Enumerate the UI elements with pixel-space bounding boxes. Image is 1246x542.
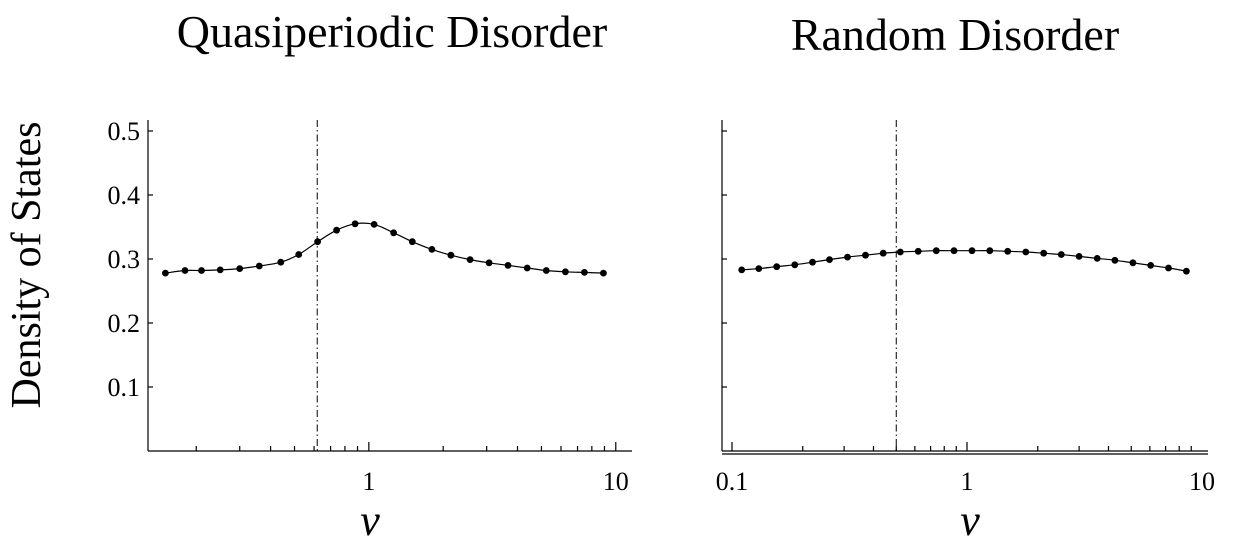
data-point [1093,255,1101,262]
data-point [408,238,416,246]
y-tick-label: 0.2 [108,309,141,338]
data-point [1111,256,1119,264]
data-point [914,247,922,255]
data-point [932,247,940,255]
data-point [236,265,244,272]
data-point [333,226,340,234]
x-tick-label: 10 [603,467,629,496]
series-line [741,250,1187,272]
data-point [255,262,263,270]
data-point [879,249,887,257]
chart-panel-random: Random Disorder 0.1 1 10 v [716,9,1215,542]
data-point [950,247,958,255]
data-point [1165,264,1172,272]
x-axis-label: v [360,496,380,542]
x-tick-label: 1 [362,467,375,496]
series-line [165,222,604,274]
data-point [314,238,321,246]
data-point [351,220,359,228]
data-point [581,269,588,276]
data-point [809,258,816,266]
data-point [562,268,569,276]
chart-title: Quasiperiodic Disorder [177,6,608,57]
x-tick-label: 0.1 [716,467,749,496]
data-point [1040,249,1048,257]
chart-panel-quasiperiodic: Quasiperiodic Disorder 0.1 0.2 0.3 0.4 0.5 1 10… [108,6,632,542]
data-point [523,264,531,272]
x-tick-label: 10 [1189,467,1215,496]
y-tick-label: 0.5 [108,117,141,146]
data-point [295,251,303,258]
data-point [447,251,455,259]
data-point [504,262,512,269]
data-point [1004,247,1012,255]
data-point [542,267,550,274]
data-point [791,261,799,269]
y-tick-label: 0.3 [108,245,141,274]
data-point [216,266,224,274]
data-point [1147,262,1155,269]
data-point [181,267,189,274]
data-point [1129,259,1137,267]
figure-ylabel: Density of States [4,122,50,409]
data-point [485,259,493,267]
x-tick-label: 1 [961,467,974,496]
data-point [370,221,378,228]
y-tick-label: 0.4 [108,181,141,210]
data-point [600,269,607,277]
data-point [390,229,397,237]
data-point [1075,253,1083,260]
data-point [162,269,169,277]
data-point [466,256,474,263]
data-point [986,247,994,255]
data-point [1057,251,1065,258]
data-point [862,251,869,259]
x-axis-label: v [960,496,980,542]
data-point [844,253,851,261]
data-point [277,258,285,266]
data-point [1022,248,1030,256]
y-tick-label: 0.1 [108,373,141,402]
data-point [968,247,976,255]
data-point [755,265,763,272]
data-point [428,246,436,253]
data-point [1183,267,1190,275]
chart-title: Random Disorder [791,9,1119,60]
data-point [773,263,781,271]
data-point [738,266,746,274]
data-point [826,256,833,263]
data-point [198,267,205,274]
data-point [896,248,904,256]
